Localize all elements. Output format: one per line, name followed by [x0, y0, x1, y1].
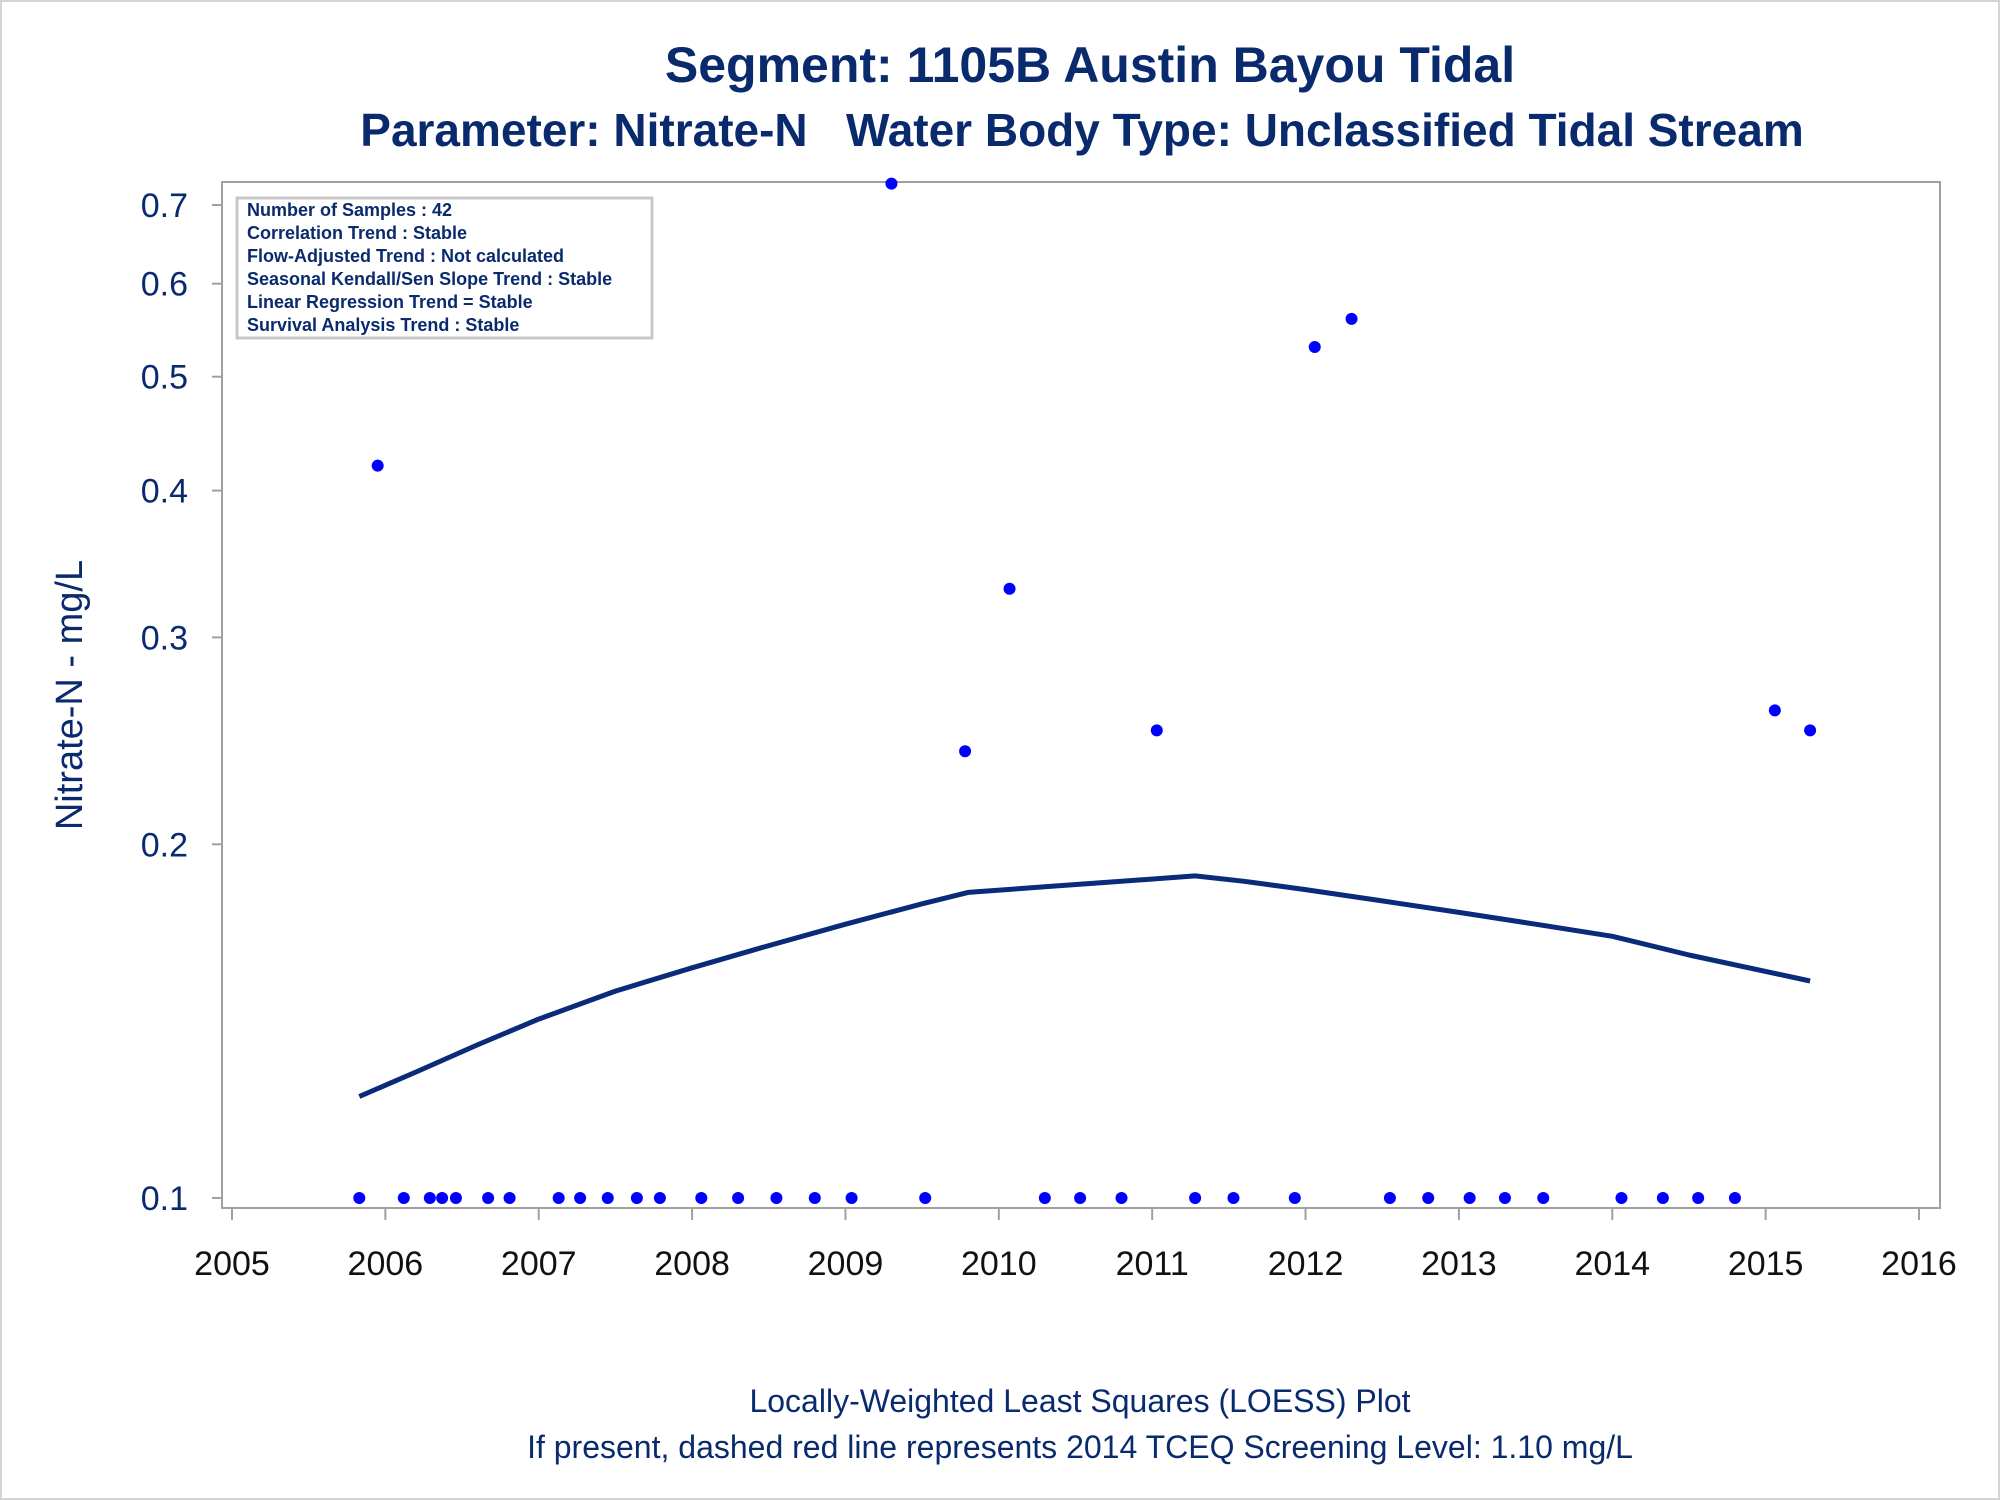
x-tick-label: 2009 [808, 1245, 884, 1283]
y-axis: 0.1 0.2 0.3 0.4 0.5 0.6 0.7 [141, 187, 222, 1218]
x-tick-label: 2005 [194, 1245, 270, 1283]
y-tick-label: 0.3 [141, 619, 188, 657]
data-point [1189, 1192, 1202, 1204]
data-point [1038, 1192, 1051, 1204]
stats-line: Flow-Adjusted Trend : Not calculated [247, 246, 564, 266]
x-tick-label: 2011 [1116, 1245, 1189, 1283]
data-point [1615, 1192, 1628, 1204]
y-tick-label: 0.1 [141, 1180, 188, 1218]
y-tick-label: 0.6 [141, 266, 188, 304]
data-point [1498, 1192, 1511, 1204]
data-point [630, 1192, 643, 1204]
stats-box: Number of Samples : 42 Correlation Trend… [235, 196, 654, 340]
data-point [732, 1192, 745, 1204]
data-point [1150, 724, 1163, 737]
data-point [601, 1192, 614, 1204]
data-point [423, 1192, 436, 1204]
data-point [1656, 1192, 1669, 1204]
data-point [1115, 1192, 1128, 1204]
footnote-screening-level: If present, dashed red line represents 2… [527, 1429, 1633, 1465]
data-point [574, 1192, 587, 1204]
data-point [1537, 1192, 1550, 1204]
x-tick-label: 2008 [654, 1245, 730, 1283]
x-tick-label: 2012 [1268, 1245, 1344, 1283]
loess-curve [358, 873, 1811, 1099]
data-point [1308, 340, 1321, 353]
data-point [482, 1192, 495, 1204]
data-point [1074, 1192, 1087, 1204]
data-point [1345, 312, 1358, 325]
data-point [503, 1192, 516, 1204]
data-point [959, 745, 972, 758]
data-point [1227, 1192, 1240, 1204]
x-tick-label: 2013 [1421, 1245, 1497, 1283]
x-tick-label: 2006 [348, 1245, 424, 1283]
data-point [695, 1192, 708, 1204]
data-point [1422, 1192, 1435, 1204]
plot-area [221, 181, 1941, 1209]
data-point [1288, 1192, 1301, 1204]
data-point [397, 1192, 410, 1204]
data-point [436, 1192, 449, 1204]
data-point [1463, 1192, 1476, 1204]
y-axis-label: Nitrate-N - mg/L [49, 560, 91, 830]
data-point [1692, 1192, 1705, 1204]
data-point [1003, 582, 1016, 595]
data-point [552, 1192, 565, 1204]
y-tick-label: 0.2 [141, 826, 188, 864]
x-tick-label: 2015 [1728, 1245, 1804, 1283]
data-point [845, 1192, 858, 1204]
data-point [653, 1192, 666, 1204]
x-axis: 2005 2006 2007 2008 2009 2010 2011 2012 2013 2014… [194, 1208, 1957, 1283]
data-point [919, 1192, 932, 1204]
y-tick-label: 0.7 [141, 187, 188, 225]
data-point [449, 1192, 462, 1204]
data-point [1728, 1192, 1741, 1204]
x-tick-label: 2014 [1574, 1245, 1650, 1283]
data-point [1768, 704, 1781, 717]
data-point [371, 459, 384, 472]
x-tick-label: 2007 [501, 1245, 577, 1283]
stats-line: Linear Regression Trend = Stable [247, 292, 533, 312]
data-point [353, 1192, 366, 1204]
data-point [885, 177, 898, 190]
stats-box-frame [235, 196, 654, 340]
data-point [1383, 1192, 1396, 1204]
data-point [1804, 724, 1817, 737]
stats-line: Number of Samples : 42 [247, 200, 452, 220]
data-point [808, 1192, 821, 1204]
x-tick-label: 2010 [961, 1245, 1037, 1283]
stats-line: Survival Analysis Trend : Stable [247, 315, 519, 335]
data-points-group [353, 177, 1817, 1204]
x-tick-label: 2016 [1881, 1245, 1957, 1283]
y-tick-label: 0.4 [141, 473, 188, 511]
y-tick-label: 0.5 [141, 359, 188, 397]
loess-curve-group [358, 873, 1811, 1099]
footnote-loess: Locally-Weighted Least Squares (LOESS) P… [749, 1383, 1410, 1419]
stats-line: Seasonal Kendall/Sen Slope Trend : Stabl… [247, 269, 612, 289]
data-point [770, 1192, 783, 1204]
chart-title: Segment: 1105B Austin Bayou Tidal [665, 37, 1515, 93]
stats-line: Correlation Trend : Stable [247, 223, 467, 243]
chart-subtitle: Parameter: Nitrate-N Water Body Type: Un… [360, 104, 1803, 156]
